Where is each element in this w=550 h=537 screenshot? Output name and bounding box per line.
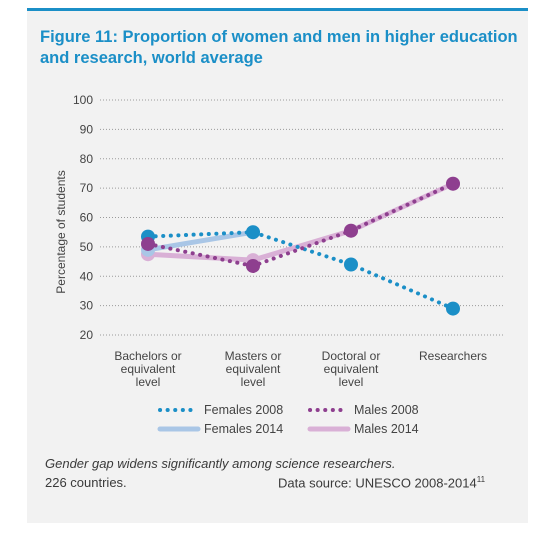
chart-title: Figure 11: Proportion of women and men i… [40,28,518,67]
figure-panel [27,8,528,523]
data-point [344,223,358,238]
x-axis-ticks: Bachelors or equivalent level Masters or equ… [114,349,487,389]
legend-item: Males 2014 [307,422,419,436]
series [141,176,460,316]
y-axis-ticks: 20 30 40 50 60 70 80 90 100 [73,93,93,342]
data-point [344,257,358,272]
data-point [246,258,260,273]
data-source-text: Data source: UNESCO 2008-2014 [278,475,477,491]
series-males-2008 [141,176,460,273]
legend-label: Females 2008 [204,403,283,417]
legend-item: Males 2008 [308,403,419,417]
series-males-2014 [141,176,460,268]
data-point [446,301,460,316]
y-axis-label: Percentage of students [54,170,68,293]
y-tick-label: 70 [80,181,94,195]
data-source-ref: 11 [476,475,486,484]
data-point [446,176,460,191]
data-point [141,236,155,251]
chart-note: Gender gap widens significantly among sc… [45,456,396,471]
legend-item: Females 2008 [158,403,283,417]
legend-item: Females 2014 [157,422,283,436]
y-tick-label: 40 [80,269,94,283]
y-tick-label: 60 [80,211,94,225]
y-tick-label: 50 [80,240,94,254]
data-source: Data source: UNESCO 2008-201411 [278,475,485,490]
series-line [146,230,455,311]
series-line [146,181,455,269]
grid [100,99,505,336]
series-line [145,229,256,253]
x-tick-label: Bachelors or equivalent level [114,349,181,389]
y-tick-label: 100 [73,93,93,107]
y-tick-label: 20 [80,328,94,342]
x-tick-label: Masters or equivalent level [225,349,282,389]
countries-note: 226 countries. [45,475,127,490]
legend: Females 2008 Males 2008 Females 2014 Males … [157,403,419,436]
y-tick-label: 30 [80,299,94,313]
legend-label: Males 2008 [354,403,419,417]
y-tick-label: 80 [80,152,94,166]
x-tick-label: Doctoral or equivalent level [322,349,381,389]
series-females-2014 [141,225,260,257]
legend-label: Males 2014 [354,422,419,436]
x-tick-label: Researchers [419,349,487,363]
data-point [246,225,260,240]
y-tick-label: 90 [80,122,94,136]
legend-label: Females 2014 [204,422,283,436]
series-females-2008 [141,225,460,316]
